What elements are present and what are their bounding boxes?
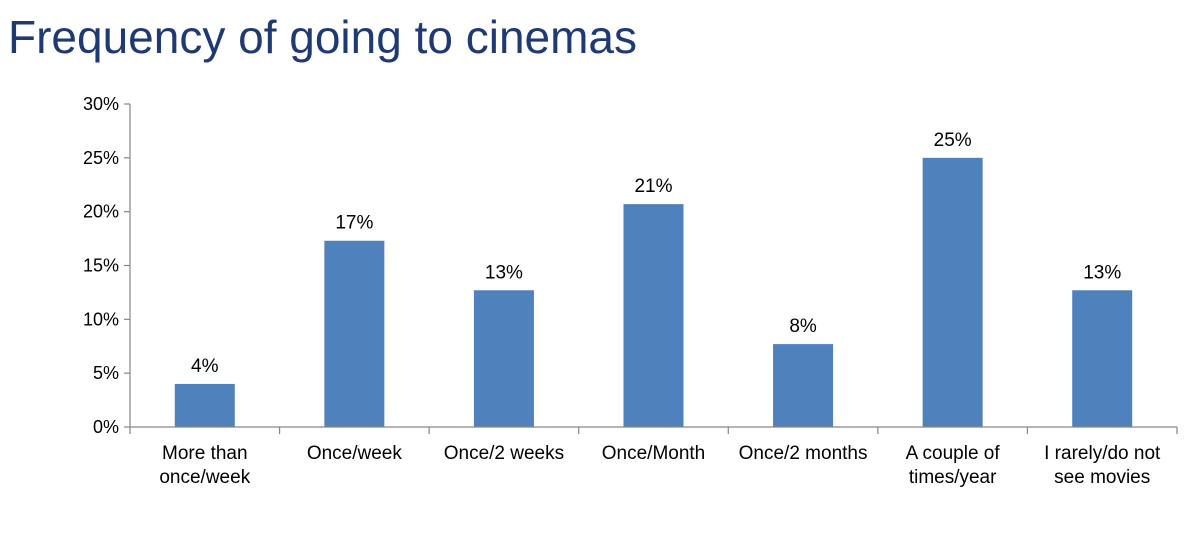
bar	[623, 204, 684, 427]
y-tick-label: 0%	[93, 417, 119, 437]
y-tick-label: 5%	[93, 363, 119, 383]
bars	[174, 157, 1133, 428]
x-tick-label: I rarely/do not see movies	[1044, 443, 1161, 488]
x-axis-labels: More than once/week Once/week Once/2 weeks O…	[159, 443, 1161, 488]
x-tick-label-line: see movies	[1054, 467, 1150, 488]
data-labels: 4% 17% 13% 21% 8% 25% 13%	[191, 130, 1121, 377]
data-label: 21%	[634, 176, 672, 197]
bar	[773, 344, 834, 427]
y-tick-label: 15%	[83, 256, 119, 276]
bar	[473, 290, 534, 427]
x-tick-label-line: Once/week	[307, 443, 403, 464]
data-label: 8%	[789, 316, 817, 337]
x-tick-label: Once/week	[307, 443, 403, 464]
x-tick-label: A couple of times/year	[906, 443, 1001, 488]
x-tick-label-line: Once/2 weeks	[444, 443, 564, 464]
data-label: 17%	[335, 213, 373, 234]
x-tick-label-line: once/week	[159, 467, 250, 488]
x-tick-label-line: I rarely/do not	[1044, 443, 1161, 464]
y-tick-label: 10%	[83, 309, 119, 329]
x-tick-label: Once/2 weeks	[444, 443, 564, 464]
bar	[324, 240, 385, 427]
x-tick-label-line: More than	[162, 443, 248, 464]
x-tick-label-line: A couple of	[906, 443, 1001, 464]
bar	[174, 383, 235, 427]
data-label: 13%	[485, 262, 523, 283]
data-label: 4%	[191, 356, 219, 377]
y-tick-label: 20%	[83, 202, 119, 222]
data-label: 13%	[1083, 262, 1121, 283]
x-tick-label: Once/Month	[602, 443, 706, 464]
bar	[922, 157, 983, 428]
y-tick-label: 25%	[83, 148, 119, 168]
page-title: Frequency of going to cinemas	[8, 11, 638, 63]
y-tick-label: 30%	[83, 94, 119, 114]
x-tick-label-line: Once/Month	[602, 443, 706, 464]
bar	[1072, 290, 1133, 427]
y-axis-ticks: 0% 5% 10% 15% 20% 25% 30%	[83, 94, 130, 437]
x-tick-label-line: Once/2 months	[739, 443, 868, 464]
x-axis	[129, 426, 1178, 434]
data-label: 25%	[934, 130, 972, 151]
x-tick-label: Once/2 months	[739, 443, 868, 464]
x-tick-label: More than once/week	[159, 443, 250, 488]
x-tick-label-line: times/year	[909, 467, 997, 488]
